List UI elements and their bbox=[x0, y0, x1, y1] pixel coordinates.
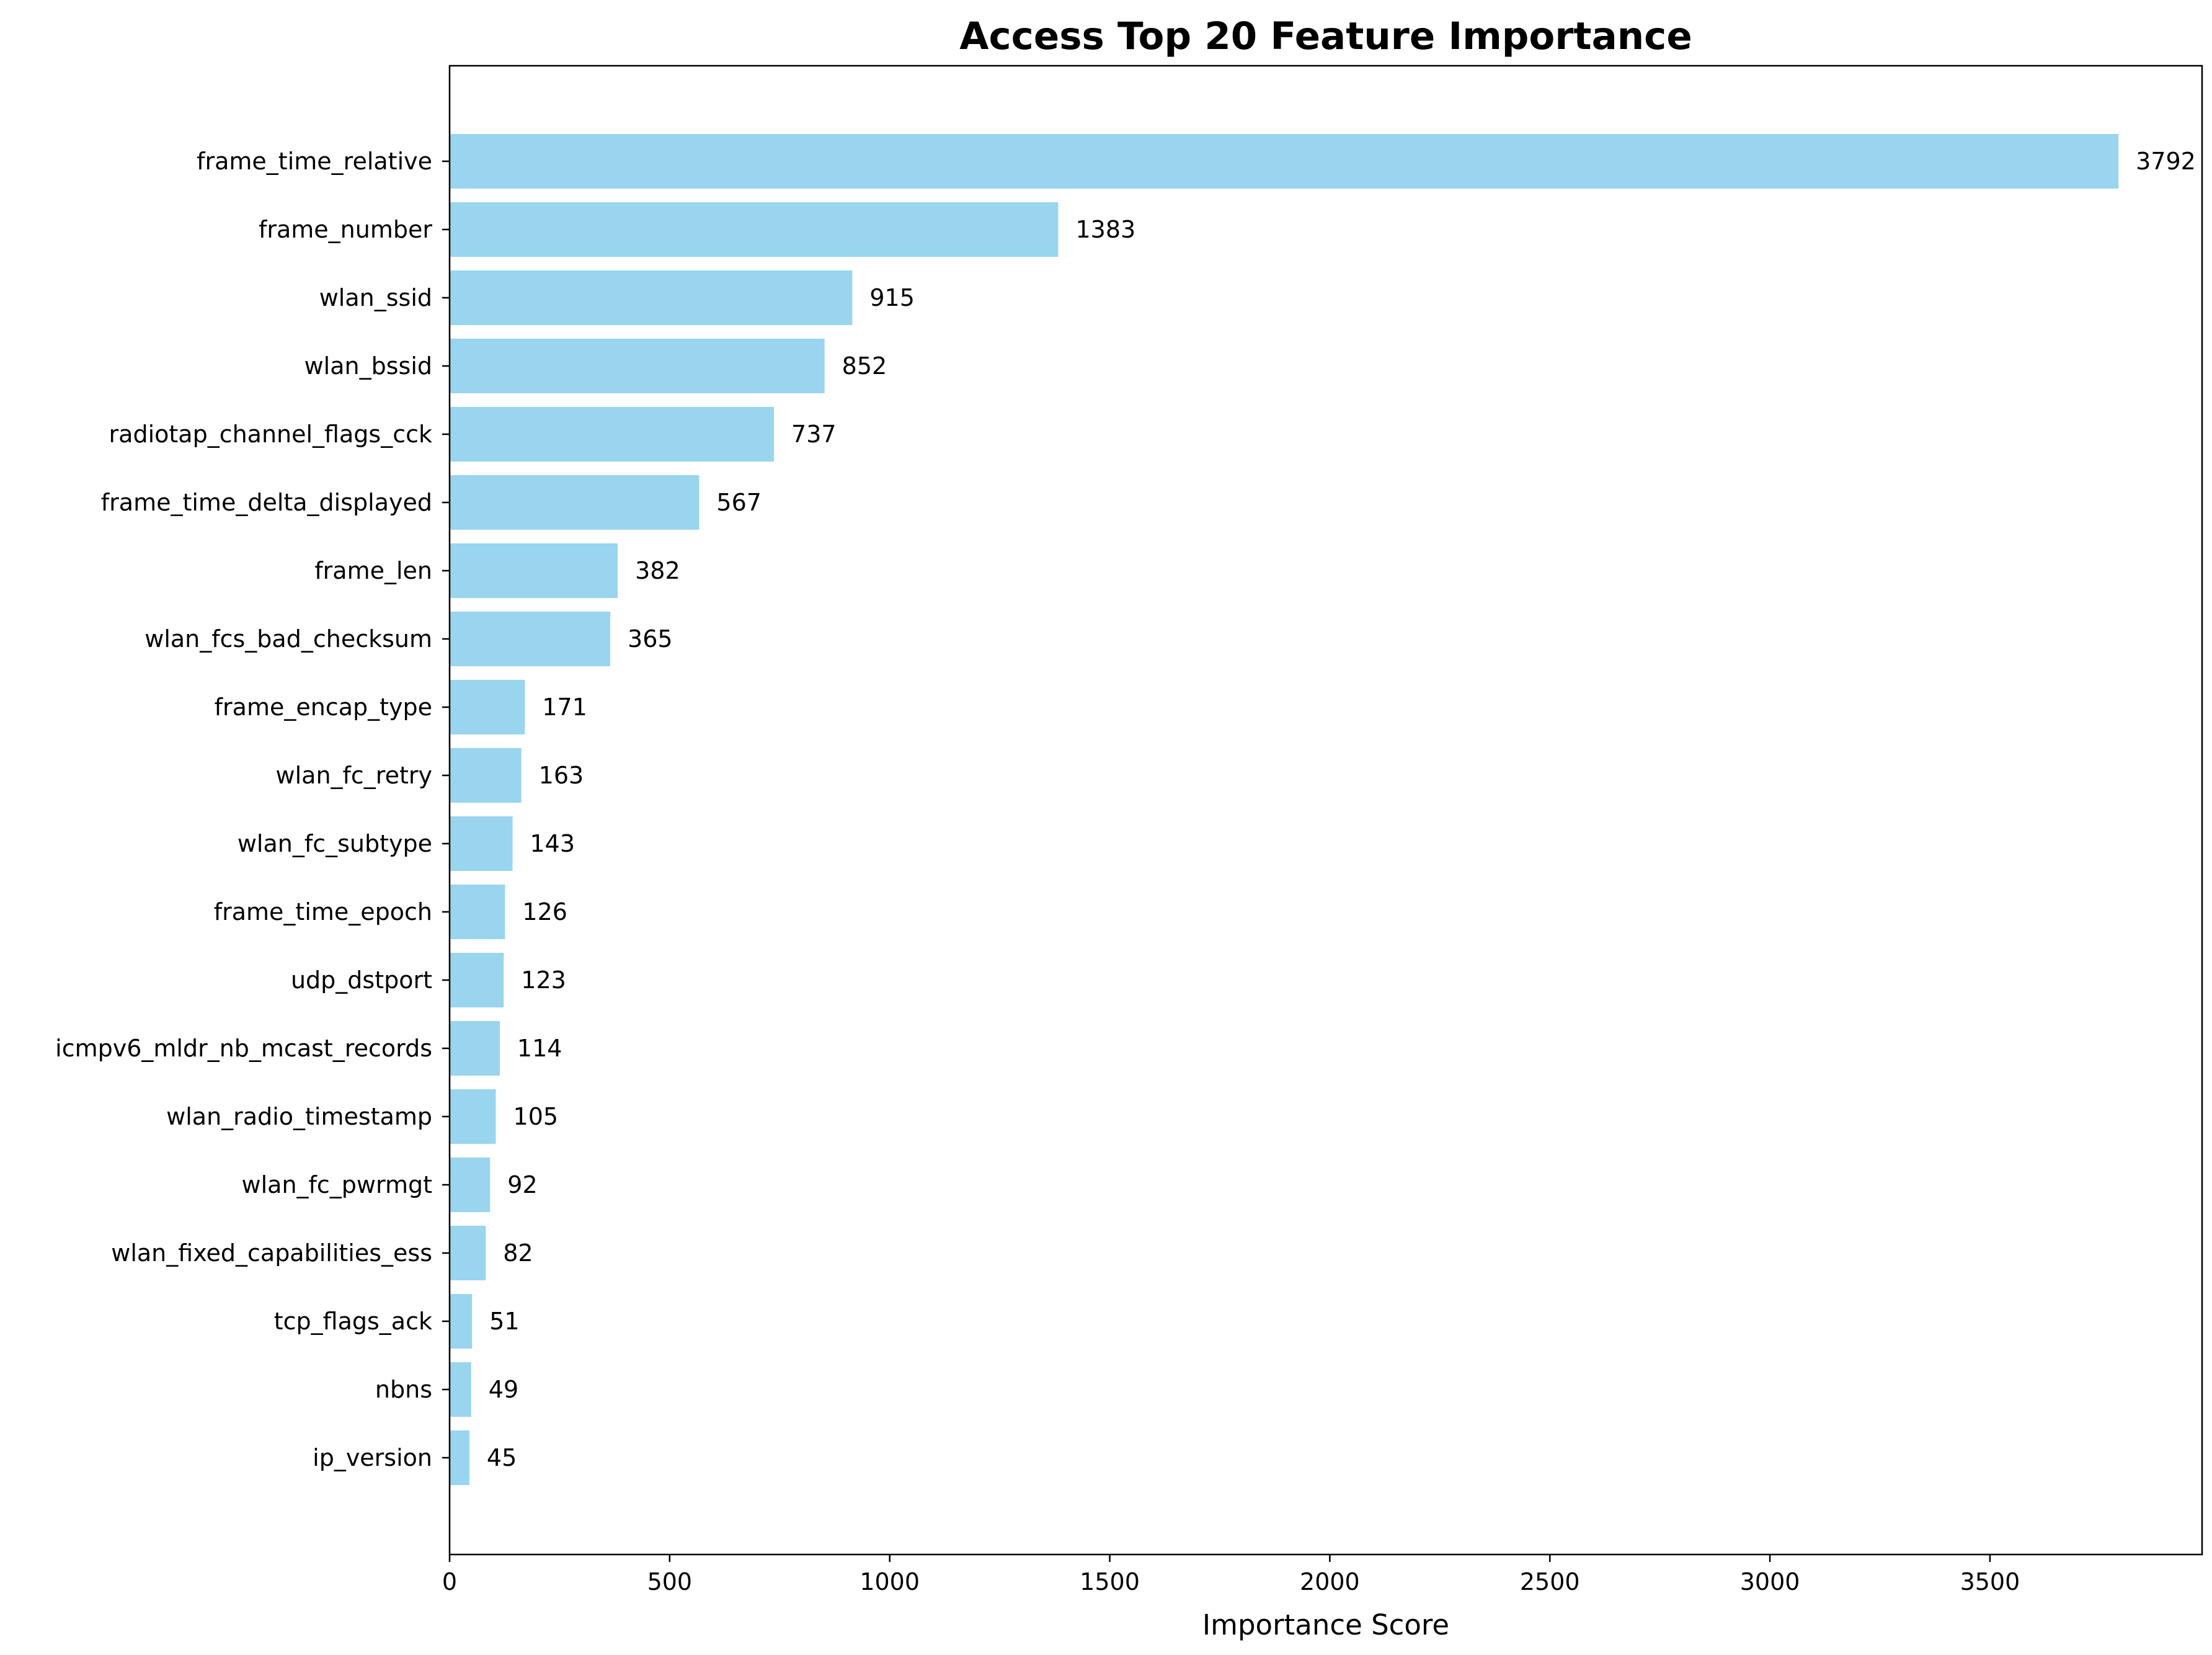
x-tick-label: 1000 bbox=[859, 1568, 920, 1595]
bar-value-label: 45 bbox=[487, 1444, 517, 1471]
bar-value-label: 49 bbox=[489, 1376, 518, 1403]
y-tick-label: wlan_bssid bbox=[304, 352, 432, 380]
bar-value-label: 737 bbox=[791, 421, 837, 448]
bar bbox=[450, 1362, 471, 1417]
y-tick-label: ip_version bbox=[313, 1444, 432, 1471]
plot-frame bbox=[448, 65, 2203, 1556]
y-tick-label: wlan_fc_pwrmgt bbox=[242, 1171, 432, 1198]
bar bbox=[450, 748, 522, 803]
chart-title: Access Top 20 Feature Importance bbox=[959, 14, 1692, 58]
x-tick-label: 0 bbox=[442, 1568, 457, 1595]
y-tick-label: wlan_fixed_capabilities_ess bbox=[111, 1239, 432, 1267]
bar-value-label: 143 bbox=[530, 830, 575, 857]
bar-value-label: 114 bbox=[517, 1035, 562, 1062]
bar-value-label: 51 bbox=[489, 1308, 519, 1335]
x-tick-label: 2500 bbox=[1520, 1568, 1580, 1595]
bar-value-label: 3792 bbox=[2136, 148, 2196, 175]
bar-value-label: 852 bbox=[842, 352, 887, 380]
bar-value-label: 567 bbox=[716, 489, 762, 516]
bar bbox=[450, 339, 825, 393]
bar-value-label: 171 bbox=[542, 694, 587, 721]
bar bbox=[450, 885, 505, 939]
y-tick-label: frame_number bbox=[259, 216, 432, 243]
y-tick-label: frame_encap_type bbox=[215, 694, 432, 721]
bar bbox=[450, 543, 618, 598]
bar bbox=[450, 270, 853, 325]
bar bbox=[450, 1158, 491, 1212]
y-tick-label: wlan_radio_timestamp bbox=[166, 1103, 432, 1130]
data-labels-group: 3792 1383 915 852 737 567 382 365 171 163 143 126 12… bbox=[487, 148, 2196, 1471]
bar bbox=[450, 953, 504, 1007]
y-tick-label: frame_len bbox=[314, 557, 432, 584]
bar-value-label: 382 bbox=[635, 557, 680, 584]
x-axis-ticks: 0 500 1000 1500 2000 2500 3000 3500 bbox=[442, 1555, 2020, 1595]
bar-value-label: 123 bbox=[521, 966, 566, 994]
bar-value-label: 1383 bbox=[1076, 216, 1136, 243]
y-tick-label: udp_dstport bbox=[291, 966, 432, 994]
x-tick-label: 1500 bbox=[1080, 1568, 1140, 1595]
y-tick-label: wlan_ssid bbox=[319, 284, 432, 311]
bar bbox=[450, 407, 775, 462]
y-axis-ticks: frame_time_relative frame_number wlan_ssid… bbox=[55, 148, 450, 1471]
bar-value-label: 92 bbox=[507, 1171, 537, 1198]
y-tick-label: wlan_fcs_bad_checksum bbox=[144, 625, 432, 653]
bar bbox=[450, 680, 525, 734]
x-axis-label: Importance Score bbox=[1202, 1608, 1449, 1641]
y-tick-label: frame_time_relative bbox=[197, 148, 432, 175]
y-tick-label: wlan_fc_retry bbox=[276, 762, 432, 789]
bars-group bbox=[450, 134, 2119, 1485]
bar-value-label: 915 bbox=[869, 284, 915, 311]
bar-value-label: 365 bbox=[628, 625, 673, 653]
bar-value-label: 82 bbox=[503, 1239, 533, 1267]
bar bbox=[450, 202, 1059, 257]
x-tick-label: 2000 bbox=[1300, 1568, 1360, 1595]
bar bbox=[450, 1294, 473, 1349]
y-tick-label: frame_time_delta_displayed bbox=[101, 489, 432, 516]
bar bbox=[450, 475, 700, 530]
bar-value-label: 126 bbox=[522, 898, 567, 926]
y-tick-label: wlan_fc_subtype bbox=[238, 830, 432, 857]
x-tick-label: 500 bbox=[647, 1568, 693, 1595]
y-tick-label: tcp_flags_ack bbox=[274, 1308, 432, 1335]
bar bbox=[450, 1089, 496, 1144]
y-tick-label: nbns bbox=[375, 1376, 432, 1403]
y-tick-label: icmpv6_mldr_nb_mcast_records bbox=[55, 1035, 432, 1062]
bar bbox=[450, 134, 2119, 189]
bar bbox=[450, 1430, 469, 1485]
bar bbox=[450, 612, 611, 666]
x-tick-label: 3000 bbox=[1740, 1568, 1800, 1595]
bar-value-label: 105 bbox=[513, 1103, 559, 1130]
bar bbox=[450, 1021, 500, 1076]
bar bbox=[450, 1226, 486, 1280]
y-tick-label: radiotap_channel_flags_cck bbox=[109, 421, 432, 448]
y-tick-label: frame_time_epoch bbox=[214, 898, 432, 926]
bar bbox=[450, 816, 513, 871]
bar-value-label: 163 bbox=[539, 762, 584, 789]
x-tick-label: 3500 bbox=[1960, 1568, 2020, 1595]
